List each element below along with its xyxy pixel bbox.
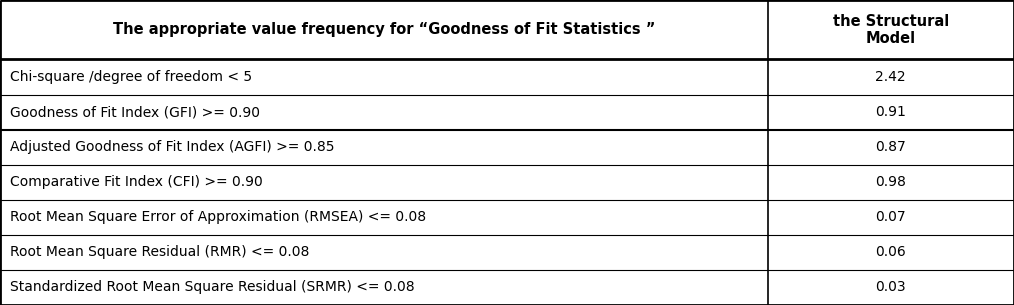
Text: Goodness of Fit Index (GFI) >= 0.90: Goodness of Fit Index (GFI) >= 0.90 [10, 105, 261, 119]
Text: 0.07: 0.07 [875, 210, 907, 224]
Text: 0.87: 0.87 [875, 140, 907, 154]
Text: Comparative Fit Index (CFI) >= 0.90: Comparative Fit Index (CFI) >= 0.90 [10, 175, 263, 189]
Text: Chi-square /degree of freedom < 5: Chi-square /degree of freedom < 5 [10, 70, 252, 84]
Text: Root Mean Square Residual (RMR) <= 0.08: Root Mean Square Residual (RMR) <= 0.08 [10, 246, 309, 259]
Text: 0.06: 0.06 [875, 246, 907, 259]
Text: The appropriate value frequency for “Goodness of Fit Statistics ”: The appropriate value frequency for “Goo… [113, 22, 655, 37]
Text: 0.98: 0.98 [875, 175, 907, 189]
Text: 2.42: 2.42 [875, 70, 907, 84]
Text: Root Mean Square Error of Approximation (RMSEA) <= 0.08: Root Mean Square Error of Approximation … [10, 210, 426, 224]
Text: 0.91: 0.91 [875, 105, 907, 119]
Text: 0.03: 0.03 [875, 281, 907, 294]
Text: the Structural
Model: the Structural Model [832, 13, 949, 46]
Text: Adjusted Goodness of Fit Index (AGFI) >= 0.85: Adjusted Goodness of Fit Index (AGFI) >=… [10, 140, 335, 154]
Text: Standardized Root Mean Square Residual (SRMR) <= 0.08: Standardized Root Mean Square Residual (… [10, 281, 415, 294]
